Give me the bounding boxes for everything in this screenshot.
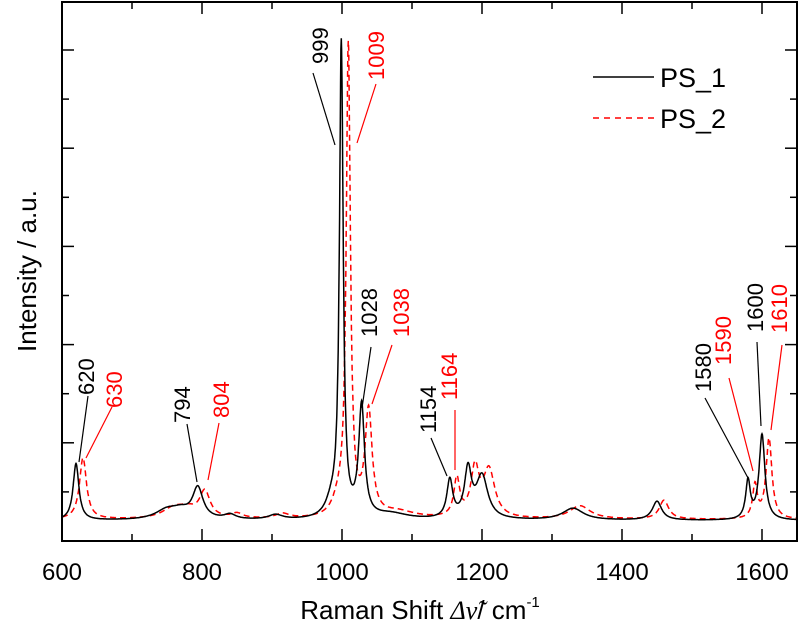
annotation-leader-line [704, 397, 749, 479]
peak-label: 1610 [767, 284, 792, 333]
plot-lines [61, 38, 797, 521]
peak-label: 804 [209, 381, 234, 418]
legend: PS_1 PS_2 [593, 63, 726, 134]
y-axis-title: Intensity / a.u. [12, 190, 42, 352]
series-line-ps-1 [61, 38, 797, 521]
peak-label: 999 [308, 27, 333, 64]
peak-label: 1600 [743, 283, 768, 332]
annotation-leader-line [756, 341, 762, 427]
annotation-leader-line [78, 395, 89, 463]
x-tick-label: 1000 [315, 559, 368, 586]
annotation-leader-line [207, 422, 220, 481]
legend-label-ps2: PS_2 [660, 104, 726, 134]
x-tick-label: 1400 [595, 559, 648, 586]
annotation-leader-line [728, 377, 754, 472]
x-axis-title-prefix: Raman Shift [300, 595, 450, 625]
axis-ticks [61, 2, 797, 541]
plot-frame [61, 1, 798, 542]
annotation-leader-line [312, 72, 336, 146]
peak-label: 1580 [691, 343, 716, 392]
x-tick-labels: 600 800 1000 1200 1400 1600 [42, 559, 789, 586]
peak-label: 1154 [416, 386, 441, 433]
x-axis-title-superscript: -1 [526, 594, 539, 611]
peak-label: 1590 [711, 316, 736, 365]
series-line-ps-2 [61, 40, 797, 520]
x-tick-label: 600 [42, 559, 82, 586]
peak-label: 794 [170, 386, 195, 423]
legend-label-ps1: PS_1 [660, 63, 726, 93]
x-tick-label: 1600 [735, 559, 788, 586]
peak-label: 620 [74, 358, 99, 395]
peak-label: 1164 [437, 353, 462, 400]
annotation-leader-line [371, 344, 393, 405]
annotation-leader-line [430, 437, 448, 477]
x-tick-label: 1200 [455, 559, 508, 586]
x-tick-label: 800 [182, 559, 222, 586]
annotation-leader-line [186, 423, 198, 483]
x-axis-title-suffix: / cm [477, 595, 526, 625]
annotation-leader-line [356, 83, 377, 144]
annotation-leader-line [361, 346, 372, 409]
peak-label: 630 [102, 371, 127, 408]
peak-label: 1028 [357, 288, 382, 337]
annotation-leader-line [85, 406, 113, 459]
x-axis-title: Raman Shift Δν̃/ cm-1 [300, 594, 540, 625]
peak-label: 1038 [389, 288, 414, 337]
annotation-leader-line [770, 344, 783, 431]
peak-label: 1009 [364, 31, 389, 80]
